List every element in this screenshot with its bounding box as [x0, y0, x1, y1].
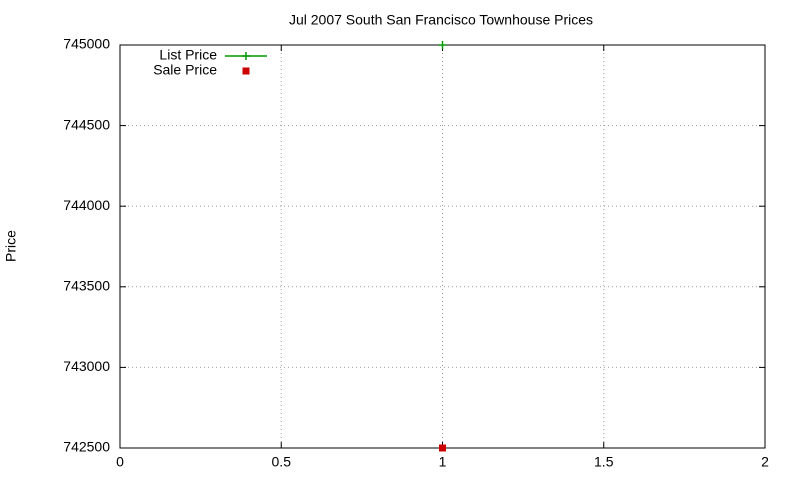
y-axis-label: Price	[3, 230, 19, 262]
legend-marker	[242, 52, 250, 60]
y-tick-label: 744500	[63, 116, 110, 132]
legend-label: Sale Price	[153, 62, 217, 78]
x-tick-label: 1.5	[594, 454, 614, 470]
legend-marker	[242, 67, 250, 75]
x-tick-label: 2	[761, 454, 769, 470]
x-tick-label: 1	[439, 454, 447, 470]
chart-title: Jul 2007 South San Francisco Townhouse P…	[289, 12, 593, 28]
data-point	[439, 444, 446, 452]
y-tick-label: 744000	[63, 197, 110, 213]
y-tick-label: 743000	[63, 358, 110, 374]
data-point	[438, 41, 447, 49]
y-tick-label: 743500	[63, 278, 110, 294]
y-tick-label: 745000	[63, 36, 110, 52]
legend-label: List Price	[159, 47, 217, 63]
x-tick-label: 0	[116, 454, 124, 470]
x-tick-label: 0.5	[272, 454, 292, 470]
y-tick-label: 742500	[63, 439, 110, 455]
